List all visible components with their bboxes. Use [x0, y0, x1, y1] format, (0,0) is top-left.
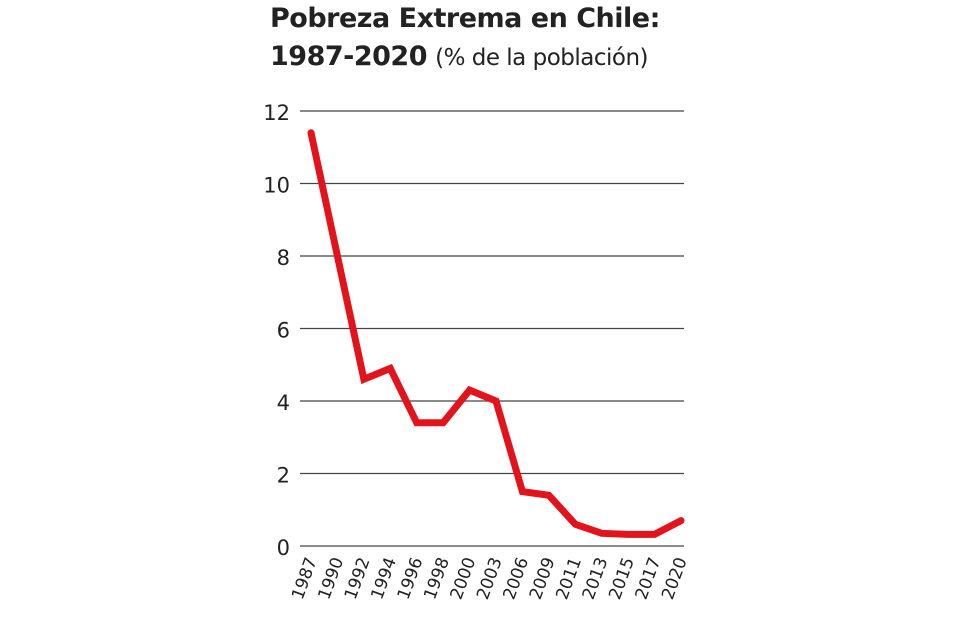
chart-title: Pobreza Extrema en Chile: 1987-2020 (% d…: [270, 0, 660, 77]
y-tick-label: 0: [277, 536, 290, 560]
series-line: [307, 129, 685, 538]
title-line2: 1987-2020: [270, 41, 428, 72]
y-tick-label: 4: [277, 391, 290, 415]
y-tick-label: 6: [277, 319, 290, 343]
y-tick-label: 2: [277, 464, 290, 488]
y-tick-label: 8: [277, 246, 290, 270]
y-tick-label: 10: [263, 174, 290, 198]
y-tick-label: 12: [263, 101, 290, 125]
subtitle: (% de la población): [435, 45, 649, 71]
title-line1: Pobreza Extrema en Chile:: [270, 3, 660, 34]
